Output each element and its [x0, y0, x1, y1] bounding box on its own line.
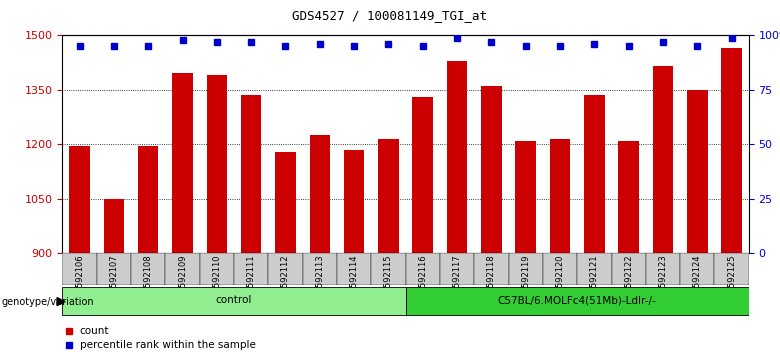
Bar — [207, 75, 227, 253]
Text: GSM592106: GSM592106 — [75, 255, 84, 306]
Text: GSM592111: GSM592111 — [246, 255, 256, 305]
Bar — [303, 253, 337, 285]
Bar — [406, 253, 440, 285]
Bar — [62, 287, 406, 315]
Text: genotype/variation: genotype/variation — [2, 297, 94, 307]
Bar — [97, 253, 131, 285]
Bar — [646, 253, 680, 285]
Text: GSM592125: GSM592125 — [727, 255, 736, 305]
Bar — [172, 74, 193, 253]
Bar — [714, 253, 749, 285]
Bar — [619, 141, 639, 253]
Bar — [550, 139, 570, 253]
Text: GSM592108: GSM592108 — [144, 255, 153, 306]
Text: GSM592114: GSM592114 — [349, 255, 359, 305]
Bar — [62, 253, 97, 285]
Bar — [577, 253, 612, 285]
Text: GSM592116: GSM592116 — [418, 255, 427, 306]
Bar — [687, 90, 707, 253]
Bar — [406, 287, 749, 315]
Bar — [138, 146, 158, 253]
Text: C57BL/6.MOLFc4(51Mb)-Ldlr-/-: C57BL/6.MOLFc4(51Mb)-Ldlr-/- — [498, 295, 657, 305]
Bar — [516, 141, 536, 253]
Bar — [509, 253, 543, 285]
Bar — [722, 48, 742, 253]
Text: GSM592115: GSM592115 — [384, 255, 393, 305]
Text: GSM592119: GSM592119 — [521, 255, 530, 305]
Bar — [268, 253, 303, 285]
Bar — [234, 253, 268, 285]
Bar — [344, 150, 364, 253]
Text: GSM592107: GSM592107 — [109, 255, 119, 306]
Bar — [241, 95, 261, 253]
Bar — [69, 146, 90, 253]
Text: GSM592118: GSM592118 — [487, 255, 496, 306]
Bar — [474, 253, 509, 285]
Text: GSM592122: GSM592122 — [624, 255, 633, 305]
Bar — [543, 253, 577, 285]
Text: GSM592121: GSM592121 — [590, 255, 599, 305]
Text: count: count — [80, 326, 109, 336]
Bar — [200, 253, 234, 285]
Bar — [584, 95, 604, 253]
Text: GDS4527 / 100081149_TGI_at: GDS4527 / 100081149_TGI_at — [292, 9, 488, 22]
Text: control: control — [216, 295, 252, 305]
Bar — [310, 135, 330, 253]
Bar — [371, 253, 406, 285]
Bar — [447, 61, 467, 253]
Bar — [612, 253, 646, 285]
Bar — [165, 253, 200, 285]
Text: GSM592124: GSM592124 — [693, 255, 702, 305]
Bar — [653, 66, 673, 253]
Text: GSM592112: GSM592112 — [281, 255, 290, 305]
Bar — [680, 253, 714, 285]
Bar — [275, 152, 296, 253]
Bar — [131, 253, 165, 285]
Bar — [413, 97, 433, 253]
Text: GSM592117: GSM592117 — [452, 255, 462, 306]
Text: percentile rank within the sample: percentile rank within the sample — [80, 340, 255, 350]
Bar — [104, 199, 124, 253]
Bar — [337, 253, 371, 285]
Bar — [481, 86, 502, 253]
Text: GSM592123: GSM592123 — [658, 255, 668, 306]
Text: GSM592120: GSM592120 — [555, 255, 565, 305]
Bar — [378, 139, 399, 253]
Bar — [440, 253, 474, 285]
Polygon shape — [57, 298, 65, 306]
Text: GSM592110: GSM592110 — [212, 255, 222, 305]
Text: GSM592109: GSM592109 — [178, 255, 187, 305]
Text: GSM592113: GSM592113 — [315, 255, 324, 306]
